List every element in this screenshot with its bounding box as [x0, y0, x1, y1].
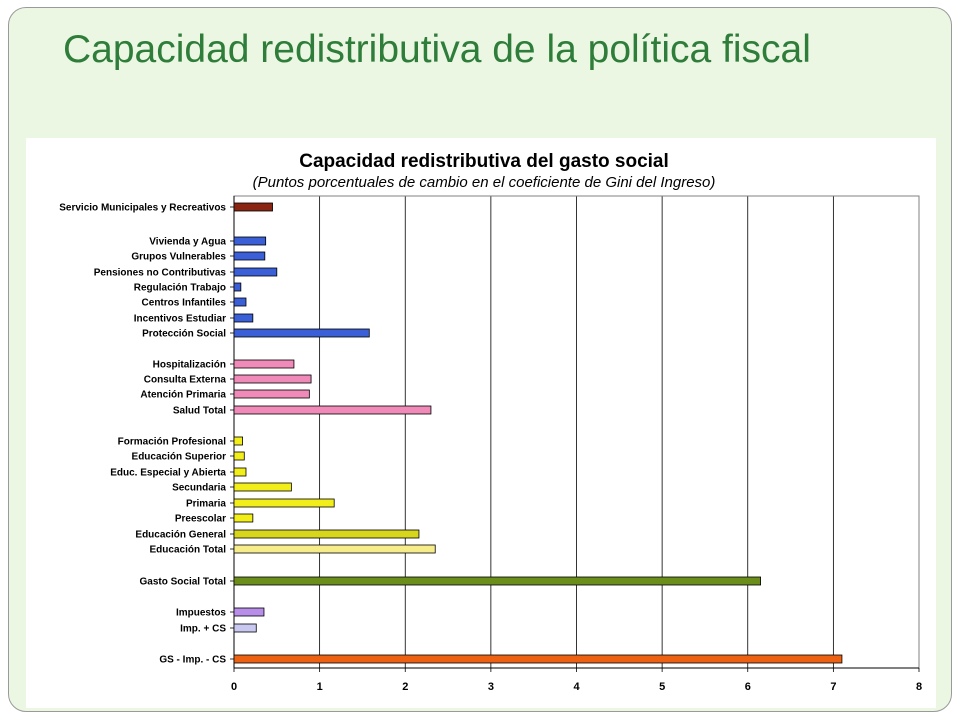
x-tick-label: 1 [317, 681, 323, 693]
category-label: Pensiones no Contributivas [94, 268, 227, 279]
bar [233, 328, 370, 338]
category-label: GS - Imp. - CS [159, 655, 226, 666]
bar [233, 313, 254, 323]
bar [233, 529, 420, 539]
category-label: Grupos Vulnerables [131, 252, 226, 263]
category-label: Preescolar [175, 514, 226, 525]
category-label: Hospitalización [153, 360, 226, 371]
category-label: Impuestos [176, 608, 226, 619]
x-tick-label: 6 [745, 681, 751, 693]
bar [233, 544, 436, 554]
category-label: Centros Infantiles [142, 298, 227, 309]
x-tick-label: 0 [231, 681, 237, 693]
x-tick-label: 7 [830, 681, 836, 693]
x-tick-label: 2 [402, 681, 408, 693]
category-label: Vivienda y Agua [149, 237, 226, 248]
x-tick-label: 8 [916, 681, 922, 693]
category-label: Primaria [186, 499, 226, 510]
bar [233, 282, 242, 292]
category-label: Regulación Trabajo [134, 283, 226, 294]
bar [233, 654, 843, 664]
category-label: Educación Total [150, 545, 227, 556]
bar [233, 297, 247, 307]
category-label: Imp. + CS [180, 624, 226, 635]
bar [233, 607, 265, 617]
category-label: Gasto Social Total [140, 577, 227, 588]
plot-area: Servicio Municipales y Recreativos Vivien… [59, 195, 922, 693]
category-label: Salud Total [173, 406, 226, 417]
bar [233, 498, 335, 508]
x-tick-label: 3 [488, 681, 494, 693]
category-label: Formación Profesional [118, 437, 227, 448]
bar [233, 482, 292, 492]
category-label: Secundaria [172, 483, 226, 494]
slide-title: Capacidad redistributiva de la política … [63, 28, 811, 71]
category-label: Consulta Externa [144, 375, 227, 386]
bar [233, 623, 257, 633]
bar [233, 451, 245, 461]
category-label: Protección Social [142, 329, 226, 340]
bar [233, 513, 254, 523]
bar [233, 389, 310, 399]
category-label: Servicio Municipales y Recreativos [59, 203, 226, 214]
category-label: Educación Superior [132, 452, 227, 463]
bar [233, 576, 761, 586]
slide: Capacidad redistributiva de la política … [8, 7, 952, 712]
x-tick-label: 4 [573, 681, 580, 693]
bar-chart: Capacidad redistributiva del gasto socia… [59, 151, 922, 693]
category-label: Atención Primaria [140, 390, 226, 401]
category-label: Incentivos Estudiar [134, 314, 226, 325]
bar [233, 374, 312, 384]
bar [233, 359, 295, 369]
bar [233, 467, 247, 477]
bar [233, 236, 267, 246]
bar [233, 251, 266, 261]
chart-title: Capacidad redistributiva del gasto socia… [299, 151, 669, 172]
category-label: Educación General [135, 530, 226, 541]
bar [233, 202, 273, 212]
x-tick-label: 5 [659, 681, 665, 693]
category-label: Educ. Especial y Abierta [110, 468, 226, 479]
bar [233, 436, 243, 446]
bar [233, 405, 432, 415]
bar [233, 267, 278, 277]
chart-subtitle: (Puntos porcentuales de cambio en el coe… [253, 174, 716, 191]
chart-panel: Capacidad redistributiva del gasto socia… [26, 138, 936, 708]
